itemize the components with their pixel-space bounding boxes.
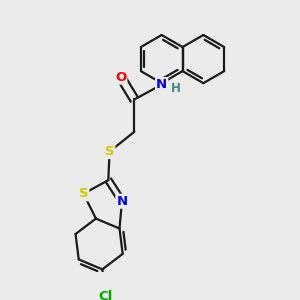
Text: N: N xyxy=(156,78,167,91)
Text: S: S xyxy=(105,145,114,158)
Text: S: S xyxy=(79,187,88,200)
Text: O: O xyxy=(115,71,126,84)
Text: N: N xyxy=(116,195,128,208)
Text: H: H xyxy=(170,82,180,95)
Text: Cl: Cl xyxy=(99,290,113,300)
